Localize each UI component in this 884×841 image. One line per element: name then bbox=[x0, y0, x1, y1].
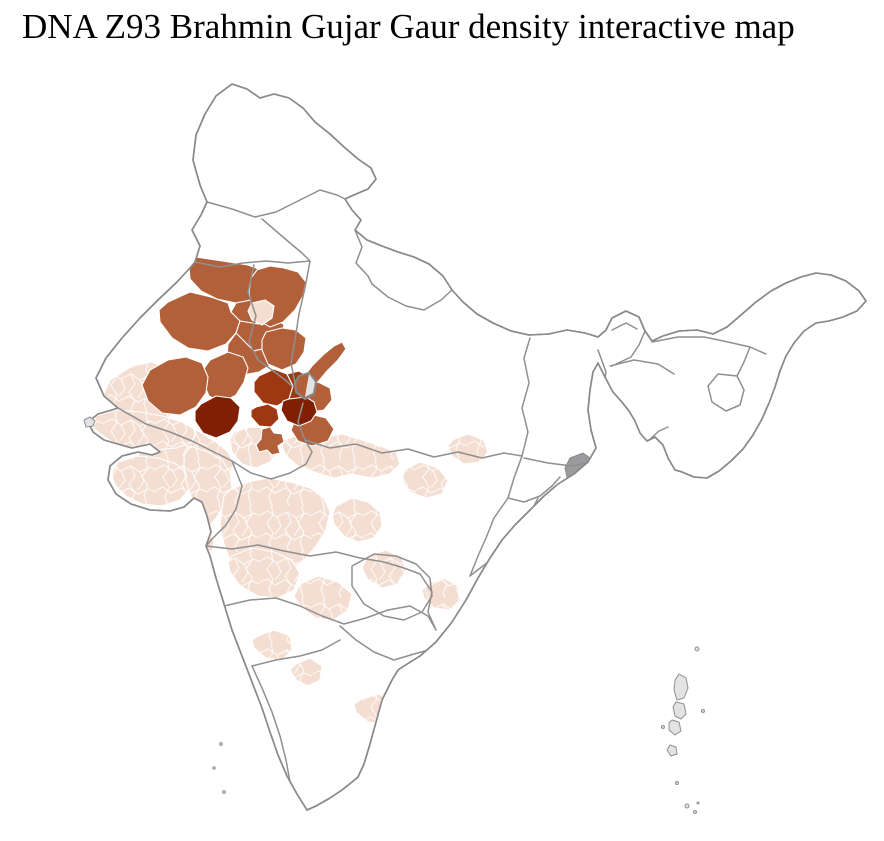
andaman-nicobar-islands bbox=[661, 646, 705, 814]
kutch-islet bbox=[83, 416, 96, 428]
district-mesh bbox=[88, 84, 866, 810]
district-region[interactable] bbox=[141, 356, 209, 416]
district-region[interactable] bbox=[280, 396, 318, 427]
state-borders bbox=[117, 189, 767, 799]
map-title: DNA Z93 Brahmin Gujar Gaur density inter… bbox=[22, 7, 795, 46]
district-region[interactable] bbox=[445, 621, 473, 651]
district-region[interactable] bbox=[194, 395, 241, 439]
district-region[interactable] bbox=[255, 426, 285, 456]
district-region[interactable] bbox=[389, 723, 423, 753]
district-region[interactable] bbox=[250, 403, 280, 428]
lakshadweep-islands bbox=[212, 742, 226, 794]
district-region[interactable] bbox=[158, 291, 241, 352]
district-region[interactable] bbox=[305, 374, 315, 397]
india-coastline bbox=[87, 83, 867, 811]
